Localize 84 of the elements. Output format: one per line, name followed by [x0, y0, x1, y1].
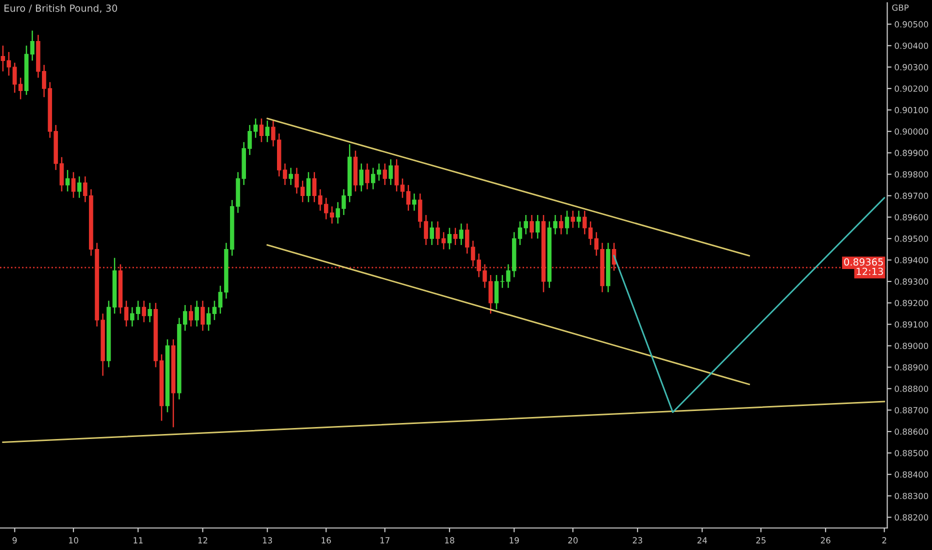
y-tick-label: 0.90000	[894, 128, 928, 135]
candlestick	[524, 214, 528, 235]
y-tick-label: 0.88300	[894, 492, 928, 500]
x-tick-label: 20	[568, 537, 578, 544]
candlestick	[71, 171, 76, 198]
x-tick-label: 18	[445, 537, 454, 544]
candlestick	[265, 120, 270, 143]
candlestick	[359, 162, 364, 192]
y-tick-label: 0.90200	[894, 85, 928, 92]
candlestick	[564, 210, 570, 235]
y-tick-label: 0.88700	[894, 407, 928, 414]
y-tick-label: 0.89200	[894, 300, 928, 306]
candlestick	[371, 167, 376, 190]
candlestick	[400, 178, 405, 198]
candlestick	[200, 300, 205, 332]
candlestick	[570, 210, 576, 228]
y-tick-label: 0.89600	[894, 214, 928, 220]
y-tick-label: 0.88500	[894, 450, 928, 456]
y-tick-label: 0.89700	[894, 192, 928, 199]
candlestick	[494, 274, 499, 310]
candlestick	[282, 162, 288, 186]
y-tick-label: 0.89300	[894, 278, 928, 285]
y-tick-label: 0.89900	[894, 150, 928, 156]
candlestick	[412, 192, 416, 212]
candlestick	[259, 118, 264, 143]
candlestick	[306, 171, 311, 203]
y-tick-label: 0.90400	[894, 42, 928, 49]
candlestick	[148, 302, 152, 323]
candlestick	[453, 227, 458, 246]
x-tick-label: 23	[632, 537, 642, 544]
x-tick-label: 24	[697, 537, 708, 544]
candlestick	[465, 222, 470, 254]
y-tick-label: 0.88900	[894, 364, 928, 370]
y-tick-label: 0.89800	[894, 171, 928, 178]
y-tick-label: 0.89100	[894, 321, 928, 328]
candlestick	[194, 300, 199, 328]
x-tick-label: 26	[820, 537, 830, 544]
candlestick	[365, 162, 370, 190]
y-tick-label: 0.89000	[894, 342, 928, 350]
y-tick-label: 0.89400	[894, 256, 928, 264]
candlestick	[530, 214, 534, 240]
candlestick	[459, 222, 464, 246]
y-tick-label: 0.90500	[894, 21, 928, 28]
candlestick	[424, 214, 428, 246]
candlestick	[330, 206, 334, 224]
candlestick	[430, 220, 434, 246]
x-tick-label: 25	[756, 537, 766, 544]
x-tick-label: 16	[322, 537, 331, 544]
y-tick-label: 0.88600	[894, 428, 928, 435]
candlestick	[559, 214, 564, 235]
candlestick	[576, 210, 581, 228]
annotation: 12:13	[856, 268, 883, 276]
candlestick	[447, 227, 452, 250]
candlestick	[382, 162, 387, 186]
x-tick-label: 10	[69, 537, 78, 544]
candlestick	[206, 306, 211, 332]
candlestick	[65, 169, 70, 192]
x-tick-label: 17	[380, 537, 390, 544]
y-tick-label: 0.90100	[894, 106, 928, 114]
candlestick	[418, 192, 422, 228]
candlestick	[406, 184, 410, 212]
candlestick	[142, 300, 146, 323]
chart-title: Euro / British Pound, 30	[4, 4, 118, 13]
x-tick-label: 9	[12, 537, 17, 544]
candlestick	[394, 158, 399, 192]
y-tick-label: 0.89500	[894, 236, 928, 242]
candlestick	[376, 162, 382, 182]
y-tick-label: 0.88200	[894, 514, 928, 521]
x-tick-label: 11	[134, 537, 143, 544]
candlestick	[388, 158, 393, 186]
y-axis-title: GBP	[892, 4, 909, 11]
x-tick-label: 2	[882, 537, 886, 544]
candlestick	[188, 304, 194, 328]
y-tick-label: 0.90300	[894, 64, 928, 70]
y-tick-label: 0.88400	[894, 471, 928, 478]
x-tick-label: 19	[510, 537, 519, 544]
ref-line-label: 0.89365	[844, 258, 883, 266]
candlestick	[288, 167, 293, 186]
candlestick	[470, 240, 476, 268]
candlestick	[77, 176, 82, 198]
x-tick-label: 12	[198, 537, 208, 544]
y-tick-label: 0.88800	[894, 386, 928, 392]
x-tick-label: 13	[262, 537, 272, 544]
candlestick	[536, 214, 540, 240]
